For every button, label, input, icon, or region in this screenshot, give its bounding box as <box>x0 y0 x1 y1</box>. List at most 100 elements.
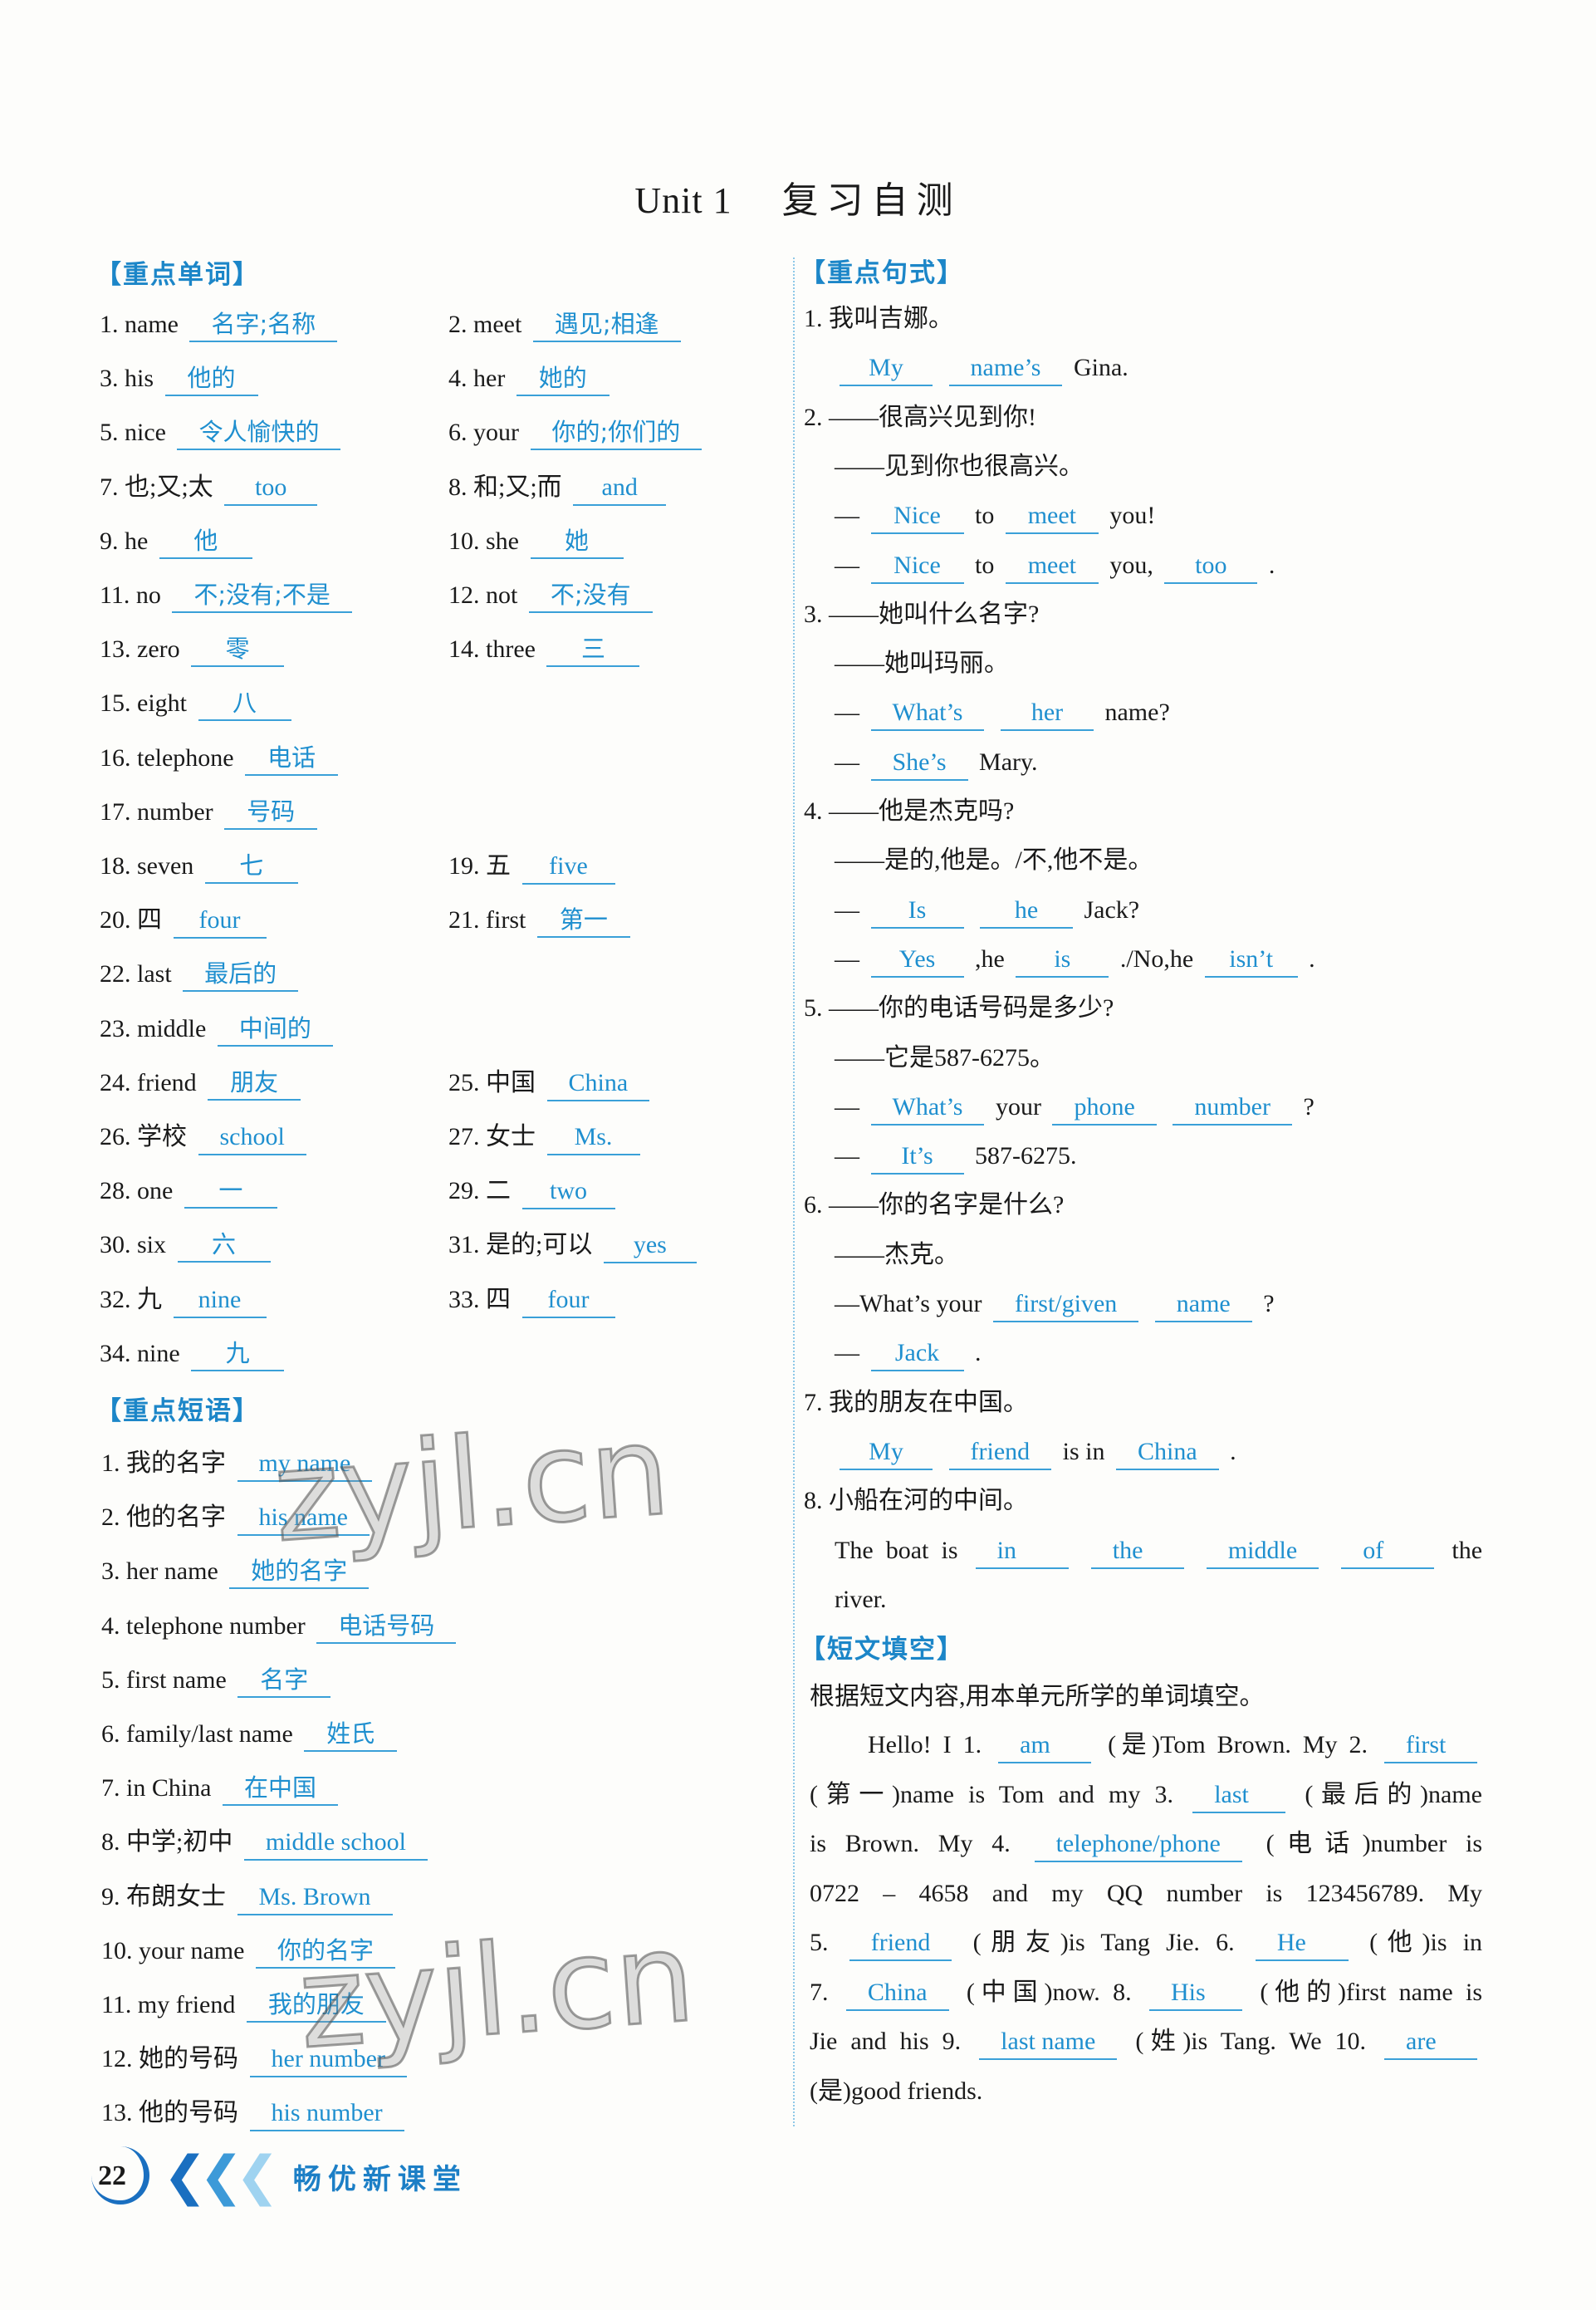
text-segment: ? <box>1303 1092 1314 1121</box>
item-number: 6. <box>448 419 468 447</box>
answer-blank: 姓氏 <box>304 1717 398 1752</box>
text-segment: The boat is <box>835 1536 958 1564</box>
answer-blank: number <box>1173 1091 1292 1126</box>
item-number: 25. <box>448 1068 480 1096</box>
item-number: 9. <box>100 527 119 555</box>
answer-blank: 名字 <box>237 1663 331 1698</box>
vocab-item: 14. three 三 <box>448 629 644 670</box>
item-prompt: eight <box>137 689 187 718</box>
answer-blank: last name <box>979 2025 1118 2060</box>
answer-blank: 号码 <box>224 795 318 830</box>
item-prompt: family/last name <box>126 1720 293 1748</box>
item-prompt: name <box>125 311 179 338</box>
answer-blank: last <box>1192 1778 1286 1813</box>
item-number: 20. <box>100 906 131 934</box>
vocab-item: 23. middle 中间的 <box>100 1008 338 1050</box>
text-segment: ? <box>1263 1290 1275 1317</box>
vocab-item: 7. 也;又;太 too <box>100 467 322 508</box>
sentence-line: ——见到你也很高兴。 <box>835 446 1084 488</box>
sentence-line: ——杰克。 <box>835 1234 959 1276</box>
answer-blank: China <box>546 1067 650 1101</box>
sentence-line: 2. ——很高兴见到你! <box>804 397 1036 439</box>
vocab-item: 16. telephone 电话 <box>100 738 343 779</box>
item-prompt: number <box>137 797 213 826</box>
item-number: 17. <box>100 797 131 826</box>
answer-blank: 一 <box>184 1174 277 1209</box>
sentence-line: — What’s her name? <box>835 692 1170 733</box>
answer-blank: middle school <box>243 1826 428 1861</box>
vocab-item: 5. first name 名字 <box>101 1660 335 1701</box>
item-number: 18. <box>100 852 131 880</box>
vocab-item: 3. his 他的 <box>100 358 263 400</box>
item-prompt: 中国 <box>486 1068 536 1096</box>
sentence-line: ——是的,他是。/不,他不是。 <box>835 840 1153 881</box>
item-prompt: last <box>137 960 172 988</box>
answer-blank: My <box>840 351 933 387</box>
answer-blank: It’s <box>870 1140 964 1175</box>
page-title: Unit 1 复习自测 <box>0 170 1596 223</box>
answer-blank: her number <box>249 2043 407 2078</box>
item-number: 10. <box>101 1936 133 1964</box>
answer-blank: 八 <box>198 686 291 722</box>
answer-blank: 在中国 <box>223 1771 339 1807</box>
answer-blank: isn’t <box>1204 943 1298 978</box>
vocab-item: 4. telephone number 电话号码 <box>101 1606 461 1647</box>
sentence-line: The boat is in the middle of the <box>835 1530 1482 1572</box>
sentence-line: My name’s Gina. <box>835 347 1128 389</box>
section-passage-heading: 【短文填空】 <box>800 1635 964 1665</box>
answer-blank: 朋友 <box>208 1066 301 1101</box>
answer-blank: his number <box>249 2097 404 2132</box>
vocab-item: 19. 五 five <box>448 846 620 887</box>
answer-blank: Ms. Brown <box>237 1881 393 1915</box>
text-segment: you, <box>1109 551 1153 579</box>
item-number: 33. <box>448 1285 480 1313</box>
sentence-line: — What’s your phone number ? <box>835 1086 1314 1128</box>
item-prompt: telephone number <box>126 1611 306 1640</box>
item-number: 8. <box>448 473 468 501</box>
item-prompt: your name <box>139 1936 245 1964</box>
text-segment: Hello! I 1. <box>868 1731 982 1758</box>
text-segment: 4. ——他是杰克吗? <box>804 797 1015 825</box>
vocab-item: 11. no 不;没有;不是 <box>100 575 357 616</box>
item-prompt: nine <box>137 1339 180 1367</box>
section-vocab-heading: 【重点单词】 <box>95 260 260 290</box>
text-segment: river. <box>835 1585 887 1613</box>
text-segment: 587-6275. <box>975 1142 1077 1170</box>
item-prompt: no <box>135 581 161 609</box>
item-prompt: my friend <box>137 1991 236 2018</box>
sentence-line: — Is he Jack? <box>835 890 1139 931</box>
answer-blank: 七 <box>204 849 298 884</box>
answer-blank: two <box>521 1175 615 1210</box>
item-prompt: one <box>137 1177 174 1205</box>
column-divider <box>793 257 795 2126</box>
section-phrases-heading: 【重点短语】 <box>95 1396 260 1426</box>
passage-instruction: 根据短文内容,用本单元所学的单词填空。 <box>810 1683 1265 1710</box>
item-number: 6. <box>101 1720 120 1748</box>
answer-blank: Yes <box>870 943 964 978</box>
sentence-line: — She’s Mary. <box>835 742 1038 783</box>
text-segment: 1. 我叫吉娜。 <box>804 305 953 332</box>
item-number: 2. <box>101 1503 120 1532</box>
item-number: 30. <box>100 1231 131 1259</box>
item-number: 28. <box>100 1177 131 1205</box>
item-prompt: 学校 <box>137 1123 187 1150</box>
sentence-line: — It’s 587-6275. <box>835 1135 1077 1177</box>
text-segment: 3. ——她叫什么名字? <box>804 600 1040 628</box>
item-number: 15. <box>100 689 131 718</box>
vocab-item: 32. 九 nine <box>100 1279 272 1321</box>
text-segment: 5. ——你的电话号码是多少? <box>804 994 1114 1023</box>
answer-blank: 她的名字 <box>229 1554 370 1590</box>
item-prompt: 中学;初中 <box>126 1828 233 1856</box>
item-prompt: your <box>473 419 519 447</box>
answer-blank: is <box>1016 943 1109 978</box>
text-segment: Jack? <box>1084 895 1140 924</box>
vocab-item: 27. 女士 Ms. <box>448 1116 645 1158</box>
answer-blank: 她 <box>530 524 624 559</box>
item-prompt: 也;又;太 <box>125 473 213 501</box>
answer-blank: 电话号码 <box>316 1609 457 1644</box>
text-segment: ./No,he <box>1119 944 1194 973</box>
vocab-item: 30. six 六 <box>100 1224 276 1266</box>
text-segment: —What’s your <box>835 1290 982 1317</box>
item-number: 3. <box>101 1557 120 1586</box>
answer-blank: His <box>1149 1976 1242 2011</box>
